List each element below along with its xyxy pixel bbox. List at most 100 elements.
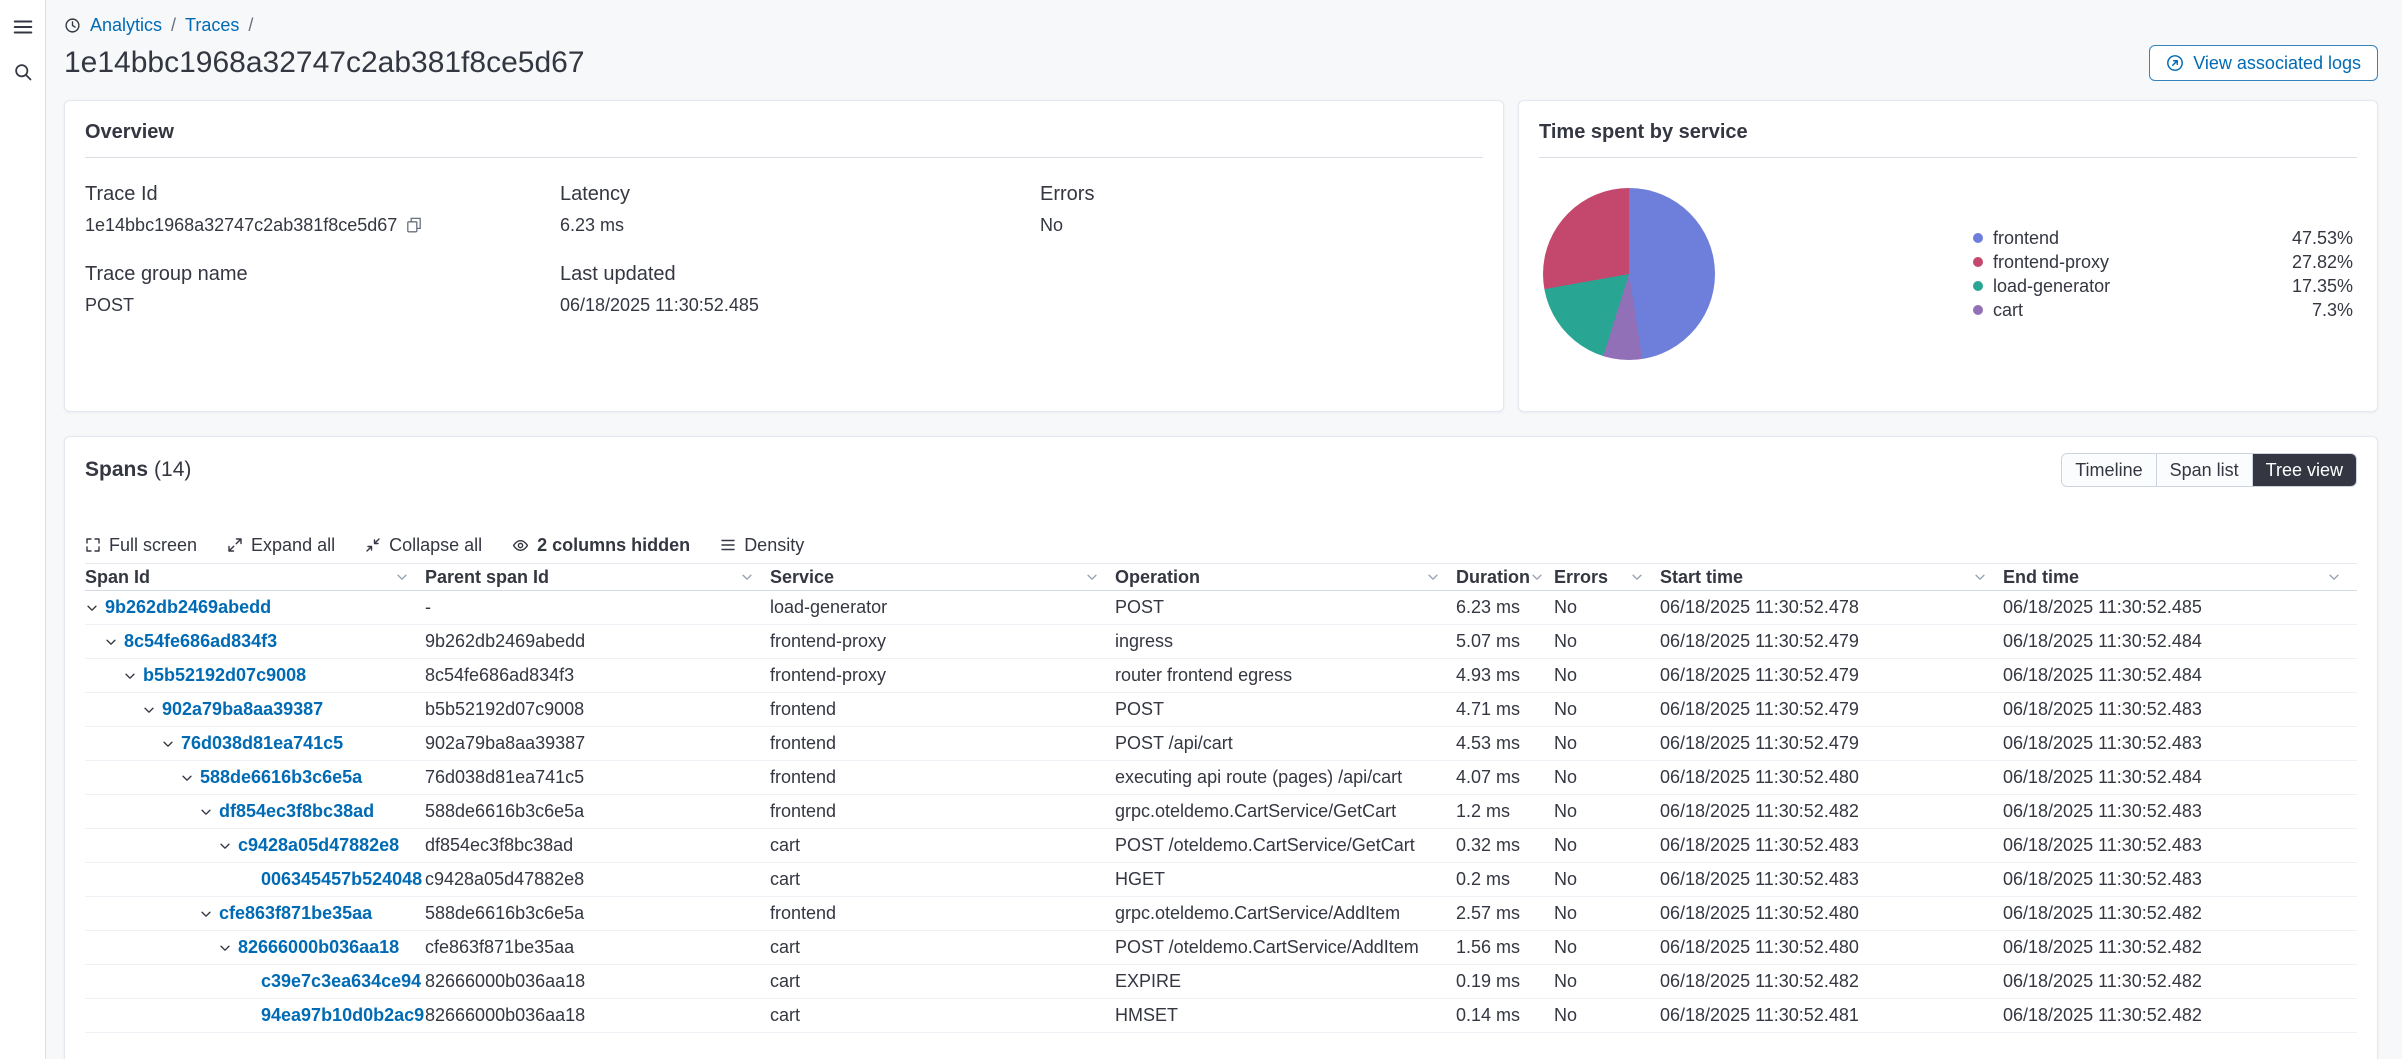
start-time-cell: 06/18/2025 11:30:52.483 (1660, 869, 1859, 889)
column-header-start-time[interactable]: Start time (1660, 564, 2003, 590)
time-spent-panel: Time spent by service frontend 47.53% fron… (1518, 100, 2378, 412)
legend-item[interactable]: load-generator 17.35% (1973, 276, 2353, 297)
legend-item[interactable]: cart 7.3% (1973, 300, 2353, 321)
collapse-row-icon[interactable] (199, 907, 213, 921)
collapse-row-icon[interactable] (199, 805, 213, 819)
span-id-link[interactable]: c9428a05d47882e8 (238, 835, 400, 855)
service-cell: frontend-proxy (770, 631, 887, 651)
duration-cell: 4.71 ms (1456, 699, 1521, 719)
operation-cell: grpc.oteldemo.CartService/GetCart (1115, 801, 1397, 821)
column-header-span-id[interactable]: Span Id (85, 564, 425, 590)
collapse-row-icon[interactable] (104, 635, 118, 649)
collapse-row-icon[interactable] (161, 737, 175, 751)
column-header-service[interactable]: Service (770, 564, 1115, 590)
pie-legend: frontend 47.53% frontend-proxy 27.82% load-g… (1973, 228, 2357, 321)
span-id-link[interactable]: cfe863f871be35aa (219, 903, 373, 923)
span-id-link[interactable]: 76d038d81ea741c5 (181, 733, 344, 753)
divider (85, 157, 1483, 158)
column-menu-icon[interactable] (2327, 570, 2341, 584)
trace-group-name-value: POST (85, 295, 135, 315)
end-time-cell: 06/18/2025 11:30:52.482 (2003, 903, 2202, 923)
errors-label: Errors (1040, 183, 1095, 205)
operation-cell: HMSET (1115, 1005, 1178, 1025)
column-menu-icon[interactable] (1426, 570, 1440, 584)
service-cell: cart (770, 1005, 801, 1025)
tab-timeline[interactable]: Timeline (2062, 454, 2155, 486)
divider (1539, 157, 2357, 158)
operation-cell: ingress (1115, 631, 1174, 651)
column-header-parent-span-id[interactable]: Parent span Id (425, 564, 770, 590)
span-id-link[interactable]: 9b262db2469abedd (105, 597, 272, 617)
collapse-row-icon[interactable] (85, 601, 99, 615)
column-label: Span Id (85, 566, 151, 587)
parent-span-id-cell: c9428a05d47882e8 (425, 869, 585, 889)
column-menu-icon[interactable] (1630, 570, 1644, 584)
span-id-cell: 902a79ba8aa39387 (85, 699, 425, 720)
span-id-link[interactable]: 8c54fe686ad834f3 (124, 631, 278, 651)
column-header-operation[interactable]: Operation (1115, 564, 1456, 590)
collapse-row-icon[interactable] (218, 941, 232, 955)
legend-swatch-icon (1973, 257, 1983, 267)
copy-icon[interactable] (406, 217, 422, 233)
collapse-all-button[interactable]: Collapse all (365, 535, 482, 556)
collapse-row-icon[interactable] (142, 703, 156, 717)
recent-items-icon[interactable] (64, 17, 81, 34)
trace-id-value: 1e14bbc1968a32747c2ab381f8ce5d67 (85, 215, 398, 235)
column-menu-icon[interactable] (1530, 570, 1544, 584)
start-time-cell: 06/18/2025 11:30:52.479 (1660, 699, 1859, 719)
column-menu-icon[interactable] (1085, 570, 1099, 584)
duration-cell: 4.07 ms (1456, 767, 1521, 787)
nav-sidebar (0, 0, 46, 1059)
service-cell: cart (770, 971, 801, 991)
column-header-duration[interactable]: Duration (1456, 564, 1554, 590)
operation-cell: POST /oteldemo.CartService/GetCart (1115, 835, 1415, 855)
field-last-updated: Last updated 06/18/2025 11:30:52.485 (560, 262, 1040, 316)
density-button[interactable]: Density (720, 535, 804, 556)
collapse-row-icon[interactable] (123, 669, 137, 683)
span-id-link[interactable]: 588de6616b3c6e5a (200, 767, 363, 787)
span-id-cell: 588de6616b3c6e5a (85, 767, 425, 788)
expand-all-button[interactable]: Expand all (227, 535, 335, 556)
columns-hidden-button[interactable]: 2 columns hidden (512, 535, 690, 556)
collapse-row-icon[interactable] (180, 771, 194, 785)
operation-cell: HGET (1115, 869, 1166, 889)
operation-cell: executing api route (pages) /api/cart (1115, 767, 1403, 787)
legend-item[interactable]: frontend-proxy 27.82% (1973, 252, 2353, 273)
column-header-end-time[interactable]: End time (2003, 564, 2357, 590)
span-id-link[interactable]: b5b52192d07c9008 (143, 665, 307, 685)
span-id-link[interactable]: df854ec3f8bc38ad (219, 801, 375, 821)
duration-cell: 0.14 ms (1456, 1005, 1521, 1025)
legend-item[interactable]: frontend 47.53% (1973, 228, 2353, 249)
span-id-link[interactable]: 94ea97b10d0b2ac9 (261, 1005, 425, 1025)
fullscreen-icon (85, 537, 101, 553)
end-time-cell: 06/18/2025 11:30:52.483 (2003, 869, 2202, 889)
span-id-link[interactable]: 902a79ba8aa39387 (162, 699, 324, 719)
field-trace-id: Trace Id 1e14bbc1968a32747c2ab381f8ce5d6… (85, 182, 560, 236)
view-associated-logs-button[interactable]: View associated logs (2149, 45, 2378, 81)
search-icon[interactable] (13, 62, 33, 82)
service-cell: frontend (770, 699, 837, 719)
column-menu-icon[interactable] (395, 570, 409, 584)
duration-cell: 2.57 ms (1456, 903, 1521, 923)
full-screen-button[interactable]: Full screen (85, 535, 197, 556)
legend-swatch-icon (1973, 305, 1983, 315)
span-id-link[interactable]: 82666000b036aa18 (238, 937, 400, 957)
service-cell: cart (770, 869, 801, 889)
column-menu-icon[interactable] (740, 570, 754, 584)
collapse-row-icon[interactable] (218, 839, 232, 853)
span-id-link[interactable]: c39e7c3ea634ce94 (261, 971, 422, 991)
breadcrumb-link-traces[interactable]: Traces (185, 14, 240, 35)
end-time-cell: 06/18/2025 11:30:52.483 (2003, 699, 2202, 719)
tab-tree-view[interactable]: Tree view (2251, 454, 2356, 486)
errors-cell: No (1554, 733, 1578, 753)
breadcrumb-link-analytics[interactable]: Analytics (90, 14, 163, 35)
latency-label: Latency (560, 183, 631, 205)
column-header-errors[interactable]: Errors (1554, 564, 1660, 590)
menu-icon[interactable] (12, 16, 34, 38)
span-id-link[interactable]: 006345457b524048 (261, 869, 423, 889)
tab-span-list[interactable]: Span list (2155, 454, 2252, 486)
errors-cell: No (1554, 801, 1578, 821)
field-latency: Latency 6.23 ms (560, 182, 1040, 236)
column-menu-icon[interactable] (1973, 570, 1987, 584)
legend-value: 47.53% (2291, 227, 2353, 248)
